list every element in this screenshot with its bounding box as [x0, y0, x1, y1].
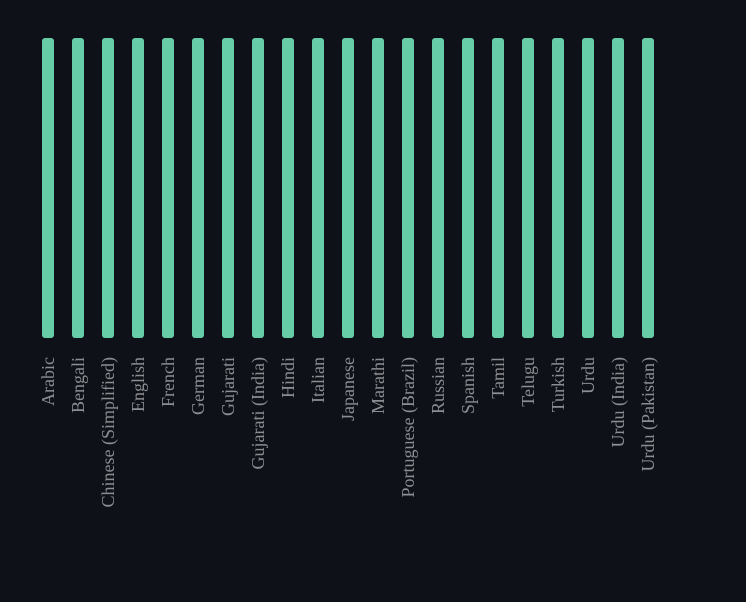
- x-tick-label: Japanese: [338, 357, 358, 421]
- x-tick-label: Urdu (Pakistan): [638, 357, 659, 471]
- x-tick-label: Telugu: [518, 357, 538, 407]
- x-tick-label: German: [188, 357, 208, 415]
- bar-english: [132, 38, 144, 338]
- x-tick-label: French: [158, 357, 178, 407]
- bar-hindi: [282, 38, 294, 338]
- x-tick-label: Marathi: [368, 357, 388, 414]
- bar-french: [162, 38, 174, 338]
- bar-bengali: [72, 38, 84, 338]
- x-tick-label: Chinese (Simplified): [98, 357, 119, 507]
- x-tick-label: Arabic: [38, 357, 58, 406]
- x-tick-label: Spanish: [458, 357, 478, 414]
- bar-arabic: [42, 38, 54, 338]
- bar-marathi: [372, 38, 384, 338]
- x-tick-label: Gujarati (India): [248, 357, 269, 469]
- bar-tamil: [492, 38, 504, 338]
- bars-group: [42, 38, 654, 338]
- bar-japanese: [342, 38, 354, 338]
- x-tick-label: Portuguese (Brazil): [398, 357, 419, 497]
- x-tick-label: Hindi: [278, 357, 298, 398]
- x-tick-label: Urdu (India): [608, 357, 629, 447]
- x-tick-label: Italian: [308, 357, 328, 403]
- bar-portuguese-brazil: [402, 38, 414, 338]
- bar-italian: [312, 38, 324, 338]
- bar-gujarati: [222, 38, 234, 338]
- x-tick-label: Turkish: [548, 357, 568, 412]
- bar-urdu-india: [612, 38, 624, 338]
- x-tick-label: Bengali: [68, 357, 88, 413]
- x-tick-labels: Arabic Bengali Chinese (Simplified) English…: [38, 357, 659, 507]
- bar-urdu: [582, 38, 594, 338]
- x-tick-label: Russian: [428, 357, 448, 414]
- bar-chinese-simplified: [102, 38, 114, 338]
- x-tick-label: Tamil: [488, 357, 508, 399]
- bar-spanish: [462, 38, 474, 338]
- bar-urdu-pakistan: [642, 38, 654, 338]
- x-tick-label: Urdu: [578, 357, 598, 394]
- x-tick-label: Gujarati: [218, 357, 238, 416]
- x-tick-label: English: [128, 357, 148, 412]
- bar-telugu: [522, 38, 534, 338]
- bar-gujarati-india: [252, 38, 264, 338]
- bar-german: [192, 38, 204, 338]
- bar-russian: [432, 38, 444, 338]
- bar-turkish: [552, 38, 564, 338]
